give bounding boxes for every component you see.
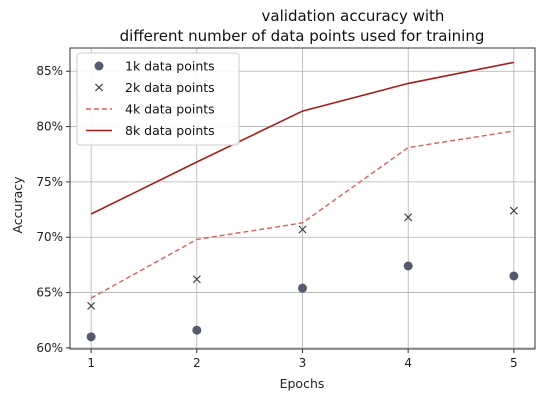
x-axis-label: Epochs: [280, 376, 325, 391]
series-1: [86, 261, 519, 342]
y-tick-label: 60%: [36, 341, 63, 355]
series-layer: [86, 61, 519, 342]
tick-labels: 1 2 3 4 5 60% 65% 70% 75% 80% 85%: [36, 64, 517, 370]
y-tick-label: 65%: [36, 286, 63, 300]
legend-label: 1k data points: [125, 59, 215, 74]
series-line: [90, 130, 514, 299]
data-point: [403, 261, 413, 271]
y-tick-label: 85%: [36, 64, 63, 78]
plot-frame: [69, 47, 536, 350]
series-3: [90, 130, 514, 299]
x-tick-label: 2: [193, 356, 201, 370]
legend: 1k data points 2k data points 4k data poin…: [76, 52, 240, 146]
y-axis-label: Accuracy: [10, 176, 25, 234]
chart-title-line-2: different number of data points used for…: [120, 27, 485, 45]
legend-label: 4k data points: [125, 102, 215, 117]
data-point: [509, 271, 519, 281]
legend-box: [76, 52, 240, 146]
data-point: [298, 225, 307, 234]
y-tick-label: 75%: [36, 175, 63, 189]
chart-title-line-1: validation accuracy with: [262, 7, 445, 25]
series-line: [90, 61, 515, 215]
series-2: [87, 206, 518, 310]
legend-label: 2k data points: [125, 80, 215, 95]
legend-marker: [94, 61, 104, 71]
data-point: [87, 301, 96, 310]
data-point: [298, 283, 307, 293]
series-4: [90, 61, 515, 215]
x-tick-label: 5: [510, 356, 518, 370]
legend-marker: [94, 83, 104, 92]
data-point: [404, 213, 413, 222]
y-tick-label: 70%: [36, 230, 63, 244]
x-tick-label: 4: [404, 356, 412, 370]
x-tick-label: 1: [87, 356, 95, 370]
data-point: [192, 325, 202, 335]
data-point: [509, 206, 518, 215]
data-point: [192, 275, 201, 284]
x-tick-label: 3: [299, 356, 307, 370]
legend-label: 8k data points: [125, 123, 215, 138]
y-tick-label: 80%: [36, 120, 63, 134]
data-point: [86, 332, 96, 342]
